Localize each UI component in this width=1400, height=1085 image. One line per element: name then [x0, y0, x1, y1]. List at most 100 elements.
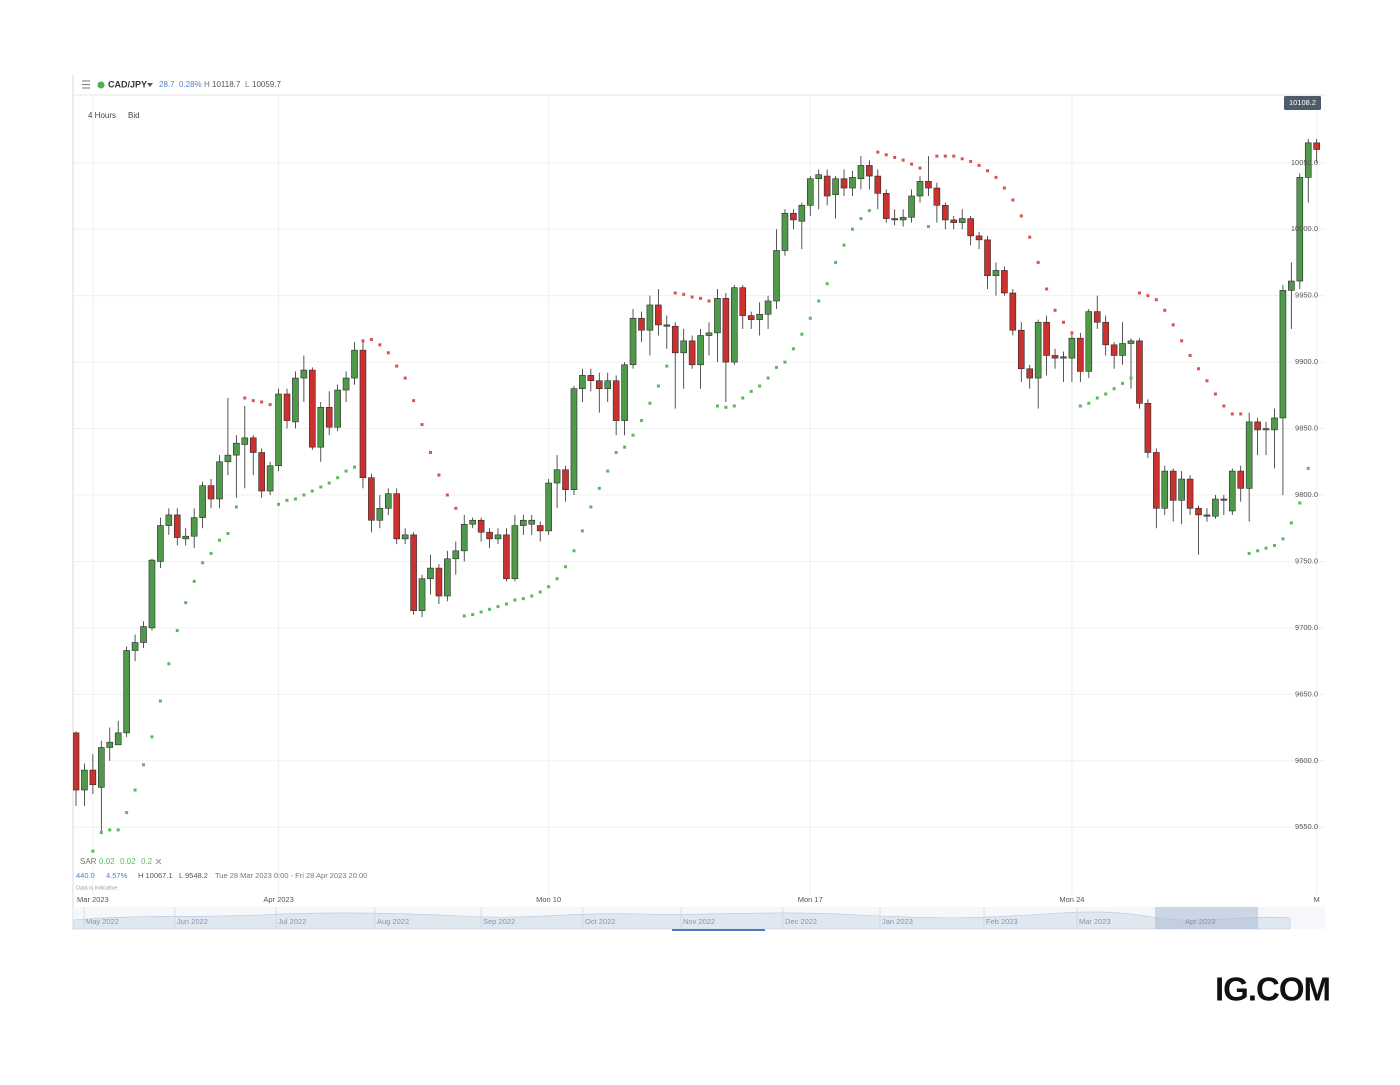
candle-body [1245, 421, 1253, 489]
sar-dot [1061, 320, 1065, 324]
sar-dot [850, 227, 854, 231]
candle-body [469, 519, 476, 525]
sar-dot [395, 364, 399, 368]
navigator-label: Jun 2022 [177, 917, 208, 926]
sar-dot [1095, 396, 1099, 400]
sar-dot [1188, 353, 1192, 357]
y-tick-label: 9650.0 [1295, 689, 1318, 698]
sar-dot [758, 384, 762, 388]
sar-dot [715, 404, 719, 408]
axis: 9550.0 9600.0 9650.0 9700.0 9750.0 9800.0 9850… [77, 96, 1321, 904]
sar-dot [462, 614, 466, 618]
sar-dot [445, 493, 449, 497]
candle-body [1304, 142, 1312, 178]
candle-body [503, 534, 510, 580]
sar-param: 0.2 [141, 857, 153, 866]
candle-body [292, 377, 299, 423]
sar-dot [437, 473, 441, 477]
symbol[interactable]: CAD/JPY [108, 79, 147, 89]
candle-body [528, 519, 536, 525]
sar-dot [555, 577, 559, 581]
candle-body [882, 193, 890, 219]
sar-dot [1019, 214, 1023, 218]
candle-body [334, 389, 341, 428]
sar-name[interactable]: SAR [80, 857, 97, 866]
menu-icon[interactable] [82, 80, 90, 89]
candle-body [98, 747, 105, 788]
sar-dot [1070, 331, 1074, 335]
sar-dot [1028, 235, 1032, 239]
sar-dot [319, 485, 323, 489]
candle-body [579, 375, 586, 389]
sar-dot [504, 602, 508, 606]
range-change: 440.0 [76, 871, 95, 880]
candle-body [722, 298, 730, 363]
sar-dot [1264, 546, 1268, 550]
candle-body [359, 349, 367, 479]
candle-body [857, 165, 865, 180]
sar-dot [1053, 308, 1057, 312]
candle-body [148, 559, 156, 629]
sar-dot [1222, 404, 1226, 408]
sar-dot [859, 217, 863, 221]
navigator-window[interactable] [1155, 907, 1258, 929]
sar-dot [910, 162, 914, 166]
y-tick-label: 9550.0 [1295, 822, 1318, 831]
sar-dot [817, 299, 821, 303]
sar-dot [353, 465, 357, 469]
sar-dot [800, 332, 804, 336]
candle-body [435, 567, 443, 597]
sar-dot [268, 403, 272, 407]
sar-dot [1129, 376, 1133, 380]
candle-body [131, 642, 139, 651]
candle-body [317, 406, 325, 448]
candle-body [739, 287, 747, 316]
candle-body [1203, 514, 1211, 517]
candle-body [992, 270, 1000, 277]
note: Data is indicative [76, 885, 118, 891]
candle-body [241, 437, 249, 445]
sar-dot [1298, 501, 1302, 505]
candle-body [747, 315, 755, 320]
candle-body [1034, 321, 1042, 379]
sar-dot [876, 150, 880, 154]
sar-dot [479, 610, 483, 614]
candle-body [140, 626, 147, 643]
sar-dot [234, 505, 238, 509]
candle-body [106, 741, 114, 748]
candle-body [283, 393, 291, 421]
candle-body [401, 534, 409, 540]
sar-dot [791, 347, 795, 351]
candle-body [368, 477, 375, 521]
sar-dot [378, 343, 382, 347]
high-label: H [204, 80, 210, 89]
sar-dot [732, 404, 736, 408]
logo: IG.COM [1215, 971, 1330, 1008]
candle-body [756, 313, 763, 320]
sar-dot [1036, 260, 1040, 264]
candle-body [1051, 355, 1059, 359]
price-label: 10108.2 [1289, 98, 1316, 107]
candle-body [790, 212, 797, 221]
sar-dot [986, 169, 990, 173]
sar-dot [327, 481, 331, 485]
sar-dot [825, 282, 829, 286]
remove-indicator[interactable] [155, 858, 162, 865]
candle-body [925, 181, 932, 189]
candle-body [376, 507, 384, 521]
y-tick-label: 9850.0 [1295, 424, 1318, 433]
price-side[interactable]: Bid [128, 111, 140, 120]
candle-body [899, 216, 907, 221]
sar-dot [471, 613, 475, 617]
candle-body [249, 437, 257, 453]
sar-dot [1213, 392, 1217, 396]
candle-body [309, 369, 316, 448]
sar-dot [125, 811, 129, 815]
interval[interactable]: 4 Hours [88, 111, 116, 120]
y-tick-label: 9800.0 [1295, 490, 1318, 499]
x-tick-label: M [1314, 895, 1320, 904]
sar-dot [589, 505, 593, 509]
candle-body [621, 364, 628, 421]
sar-dot [420, 423, 424, 427]
symbol-dropdown[interactable] [147, 83, 153, 87]
